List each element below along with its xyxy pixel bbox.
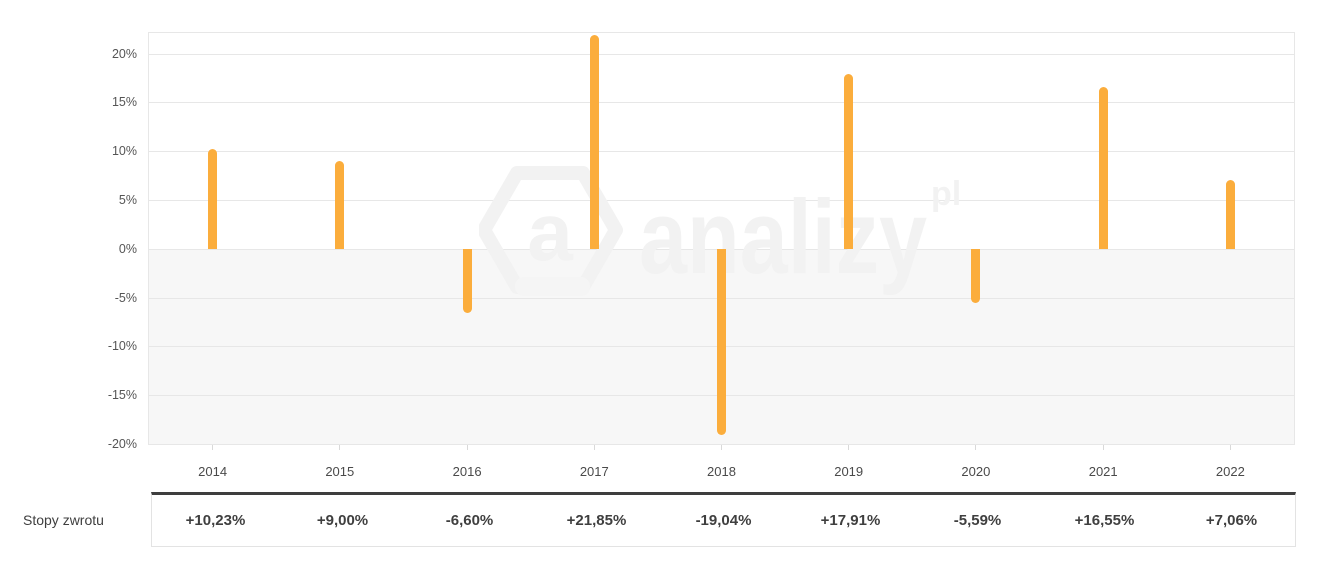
return-value-2022: +7,06% — [1205, 512, 1258, 529]
bar-2017[interactable] — [589, 35, 599, 249]
x-axis-tick-2021 — [1102, 445, 1104, 450]
return-value-2020: -5,59% — [953, 512, 1002, 529]
x-axis-label-2014: 2014 — [198, 464, 228, 479]
return-value-2017: +21,85% — [566, 512, 627, 529]
return-value-2021: +16,55% — [1074, 512, 1135, 529]
bar-2022[interactable] — [1225, 179, 1235, 249]
watermark-suffix: pl — [931, 175, 961, 213]
x-axis-tick-2016 — [466, 445, 468, 450]
gridline--20 — [149, 444, 1294, 445]
y-axis-label--10: -10% — [107, 339, 137, 354]
x-axis-label-2021: 2021 — [1088, 464, 1118, 479]
gridline-15 — [149, 102, 1294, 104]
y-axis-label-5: 5% — [118, 192, 137, 207]
gridline-20 — [149, 53, 1294, 55]
return-value-2016: -6,60% — [445, 512, 494, 529]
y-axis-label-0: 0% — [118, 241, 137, 256]
return-value-2018: -19,04% — [695, 512, 752, 529]
x-axis-label-2020: 2020 — [961, 464, 991, 479]
plot-area: a analizy pl — [148, 32, 1295, 445]
x-axis-tick-2022 — [1229, 445, 1231, 450]
y-axis-label-15: 15% — [111, 95, 137, 110]
gridline-5 — [149, 199, 1294, 201]
return-value-2015: +9,00% — [316, 512, 369, 529]
y-axis-label--20: -20% — [107, 437, 137, 451]
y-axis-label-20: 20% — [111, 46, 137, 61]
x-axis-label-2018: 2018 — [707, 464, 736, 479]
x-axis-tick-2015 — [339, 445, 341, 450]
bar-2019[interactable] — [844, 73, 854, 249]
y-axis-label--5: -5% — [114, 290, 137, 305]
x-axis-tick-2019 — [848, 445, 850, 450]
bar-2014[interactable] — [208, 148, 218, 249]
return-value-2014: +10,23% — [185, 512, 246, 529]
x-axis-label-2016: 2016 — [452, 464, 482, 479]
returns-table-row: +10,23% +9,00% -6,60% +21,85% -19,04% +17,91%… — [151, 492, 1296, 547]
x-axis-tick-2017 — [593, 445, 595, 450]
x-axis-label-2022: 2022 — [1215, 464, 1245, 479]
bar-2016[interactable] — [462, 248, 472, 314]
table-row-label: Stopy zwrotu — [23, 511, 104, 528]
y-axis-label--15: -15% — [107, 388, 137, 403]
return-value-2019: +17,91% — [820, 512, 881, 529]
x-axis-tick-2020 — [975, 445, 977, 450]
bar-2021[interactable] — [1098, 87, 1108, 249]
x-axis-tick-2018 — [721, 445, 722, 450]
gridline-10 — [149, 151, 1294, 153]
x-axis-label-2017: 2017 — [579, 464, 609, 479]
y-axis-label-10: 10% — [111, 144, 137, 159]
x-axis-label-2015: 2015 — [325, 464, 355, 479]
x-axis-label-2019: 2019 — [834, 464, 864, 479]
bar-2018[interactable] — [717, 248, 726, 435]
bar-2020[interactable] — [971, 248, 981, 304]
x-axis-tick-2014 — [212, 445, 214, 450]
bar-2015[interactable] — [335, 160, 345, 249]
